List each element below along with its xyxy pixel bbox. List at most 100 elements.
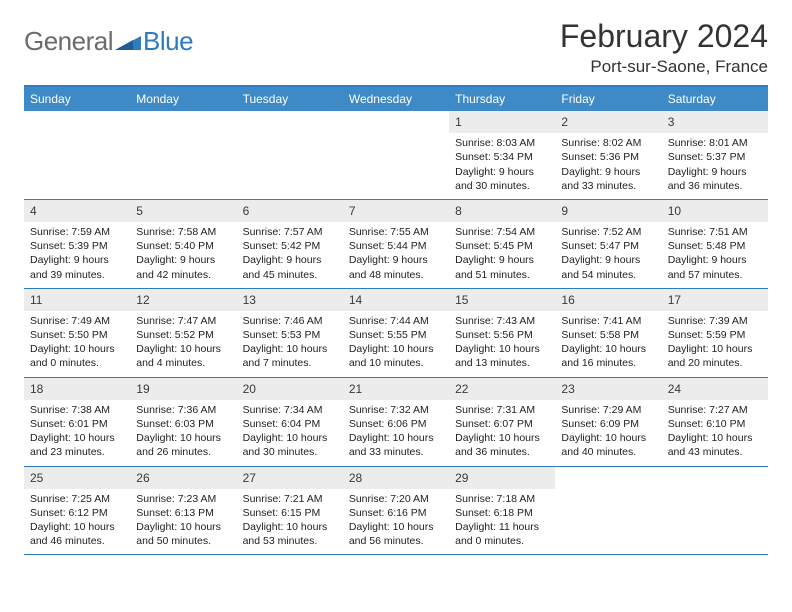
calendar-table: SundayMondayTuesdayWednesdayThursdayFrid…	[24, 85, 768, 555]
sunrise-text: Sunrise: 7:38 AM	[30, 403, 124, 417]
day-details: Sunrise: 7:36 AMSunset: 6:03 PMDaylight:…	[130, 400, 236, 466]
sunrise-text: Sunrise: 7:52 AM	[561, 225, 655, 239]
daylight-text: Daylight: 10 hours and 10 minutes.	[349, 342, 443, 370]
day-number: 16	[555, 289, 661, 311]
weekday-header: Wednesday	[343, 86, 449, 111]
day-number: 29	[449, 467, 555, 489]
sunrise-text: Sunrise: 7:47 AM	[136, 314, 230, 328]
sunset-text: Sunset: 6:04 PM	[243, 417, 337, 431]
sunrise-text: Sunrise: 7:49 AM	[30, 314, 124, 328]
calendar-day-cell	[662, 466, 768, 555]
sunrise-text: Sunrise: 7:31 AM	[455, 403, 549, 417]
sunset-text: Sunset: 5:39 PM	[30, 239, 124, 253]
day-number: 19	[130, 378, 236, 400]
weekday-header: Tuesday	[237, 86, 343, 111]
calendar-day-cell: 24Sunrise: 7:27 AMSunset: 6:10 PMDayligh…	[662, 377, 768, 466]
daylight-text: Daylight: 10 hours and 40 minutes.	[561, 431, 655, 459]
daylight-text: Daylight: 10 hours and 23 minutes.	[30, 431, 124, 459]
calendar-header-row: SundayMondayTuesdayWednesdayThursdayFrid…	[24, 86, 768, 111]
daylight-text: Daylight: 9 hours and 30 minutes.	[455, 165, 549, 193]
sunset-text: Sunset: 6:06 PM	[349, 417, 443, 431]
daylight-text: Daylight: 10 hours and 26 minutes.	[136, 431, 230, 459]
day-details: Sunrise: 7:38 AMSunset: 6:01 PMDaylight:…	[24, 400, 130, 466]
calendar-day-cell: 5Sunrise: 7:58 AMSunset: 5:40 PMDaylight…	[130, 199, 236, 288]
sunset-text: Sunset: 5:58 PM	[561, 328, 655, 342]
calendar-day-cell	[24, 111, 130, 199]
day-details: Sunrise: 7:58 AMSunset: 5:40 PMDaylight:…	[130, 222, 236, 288]
sunset-text: Sunset: 5:56 PM	[455, 328, 549, 342]
day-details: Sunrise: 8:01 AMSunset: 5:37 PMDaylight:…	[662, 133, 768, 199]
calendar-day-cell: 28Sunrise: 7:20 AMSunset: 6:16 PMDayligh…	[343, 466, 449, 555]
day-details: Sunrise: 7:32 AMSunset: 6:06 PMDaylight:…	[343, 400, 449, 466]
logo: General Blue	[24, 18, 193, 57]
day-details: Sunrise: 7:41 AMSunset: 5:58 PMDaylight:…	[555, 311, 661, 377]
calendar-day-cell: 19Sunrise: 7:36 AMSunset: 6:03 PMDayligh…	[130, 377, 236, 466]
calendar-day-cell: 22Sunrise: 7:31 AMSunset: 6:07 PMDayligh…	[449, 377, 555, 466]
daylight-text: Daylight: 10 hours and 4 minutes.	[136, 342, 230, 370]
sunrise-text: Sunrise: 7:57 AM	[243, 225, 337, 239]
calendar-day-cell: 6Sunrise: 7:57 AMSunset: 5:42 PMDaylight…	[237, 199, 343, 288]
sunrise-text: Sunrise: 7:25 AM	[30, 492, 124, 506]
sunrise-text: Sunrise: 7:59 AM	[30, 225, 124, 239]
day-details: Sunrise: 7:31 AMSunset: 6:07 PMDaylight:…	[449, 400, 555, 466]
sunrise-text: Sunrise: 7:44 AM	[349, 314, 443, 328]
calendar-day-cell: 26Sunrise: 7:23 AMSunset: 6:13 PMDayligh…	[130, 466, 236, 555]
calendar-day-cell	[343, 111, 449, 199]
sunset-text: Sunset: 5:37 PM	[668, 150, 762, 164]
sunset-text: Sunset: 6:12 PM	[30, 506, 124, 520]
calendar-day-cell	[237, 111, 343, 199]
sunrise-text: Sunrise: 7:51 AM	[668, 225, 762, 239]
sunrise-text: Sunrise: 7:20 AM	[349, 492, 443, 506]
calendar-day-cell: 8Sunrise: 7:54 AMSunset: 5:45 PMDaylight…	[449, 199, 555, 288]
day-number: 18	[24, 378, 130, 400]
calendar-day-cell: 23Sunrise: 7:29 AMSunset: 6:09 PMDayligh…	[555, 377, 661, 466]
calendar-day-cell: 1Sunrise: 8:03 AMSunset: 5:34 PMDaylight…	[449, 111, 555, 199]
calendar-day-cell: 14Sunrise: 7:44 AMSunset: 5:55 PMDayligh…	[343, 288, 449, 377]
sunrise-text: Sunrise: 7:58 AM	[136, 225, 230, 239]
daylight-text: Daylight: 9 hours and 45 minutes.	[243, 253, 337, 281]
daylight-text: Daylight: 9 hours and 33 minutes.	[561, 165, 655, 193]
sunset-text: Sunset: 5:48 PM	[668, 239, 762, 253]
day-number: 17	[662, 289, 768, 311]
calendar-day-cell: 9Sunrise: 7:52 AMSunset: 5:47 PMDaylight…	[555, 199, 661, 288]
sunrise-text: Sunrise: 7:46 AM	[243, 314, 337, 328]
sunset-text: Sunset: 5:42 PM	[243, 239, 337, 253]
day-details: Sunrise: 7:47 AMSunset: 5:52 PMDaylight:…	[130, 311, 236, 377]
daylight-text: Daylight: 9 hours and 54 minutes.	[561, 253, 655, 281]
day-details: Sunrise: 7:44 AMSunset: 5:55 PMDaylight:…	[343, 311, 449, 377]
daylight-text: Daylight: 10 hours and 13 minutes.	[455, 342, 549, 370]
day-number: 3	[662, 111, 768, 133]
weekday-header: Saturday	[662, 86, 768, 111]
calendar-day-cell: 25Sunrise: 7:25 AMSunset: 6:12 PMDayligh…	[24, 466, 130, 555]
logo-text-general: General	[24, 26, 113, 57]
calendar-day-cell: 18Sunrise: 7:38 AMSunset: 6:01 PMDayligh…	[24, 377, 130, 466]
day-details: Sunrise: 7:52 AMSunset: 5:47 PMDaylight:…	[555, 222, 661, 288]
sunrise-text: Sunrise: 7:34 AM	[243, 403, 337, 417]
sunset-text: Sunset: 5:52 PM	[136, 328, 230, 342]
sunrise-text: Sunrise: 8:03 AM	[455, 136, 549, 150]
calendar-day-cell: 11Sunrise: 7:49 AMSunset: 5:50 PMDayligh…	[24, 288, 130, 377]
sunrise-text: Sunrise: 8:01 AM	[668, 136, 762, 150]
day-number: 11	[24, 289, 130, 311]
day-number: 25	[24, 467, 130, 489]
sunset-text: Sunset: 5:53 PM	[243, 328, 337, 342]
sunrise-text: Sunrise: 7:39 AM	[668, 314, 762, 328]
day-number: 22	[449, 378, 555, 400]
sunset-text: Sunset: 6:15 PM	[243, 506, 337, 520]
sunset-text: Sunset: 5:36 PM	[561, 150, 655, 164]
day-number: 23	[555, 378, 661, 400]
day-number: 9	[555, 200, 661, 222]
day-details: Sunrise: 7:23 AMSunset: 6:13 PMDaylight:…	[130, 489, 236, 555]
calendar-body: 1Sunrise: 8:03 AMSunset: 5:34 PMDaylight…	[24, 111, 768, 555]
sunrise-text: Sunrise: 7:32 AM	[349, 403, 443, 417]
day-number: 21	[343, 378, 449, 400]
weekday-header: Friday	[555, 86, 661, 111]
day-number: 2	[555, 111, 661, 133]
calendar-day-cell: 27Sunrise: 7:21 AMSunset: 6:15 PMDayligh…	[237, 466, 343, 555]
sunrise-text: Sunrise: 7:21 AM	[243, 492, 337, 506]
sunset-text: Sunset: 6:18 PM	[455, 506, 549, 520]
calendar-day-cell: 29Sunrise: 7:18 AMSunset: 6:18 PMDayligh…	[449, 466, 555, 555]
daylight-text: Daylight: 9 hours and 48 minutes.	[349, 253, 443, 281]
daylight-text: Daylight: 10 hours and 16 minutes.	[561, 342, 655, 370]
daylight-text: Daylight: 9 hours and 57 minutes.	[668, 253, 762, 281]
